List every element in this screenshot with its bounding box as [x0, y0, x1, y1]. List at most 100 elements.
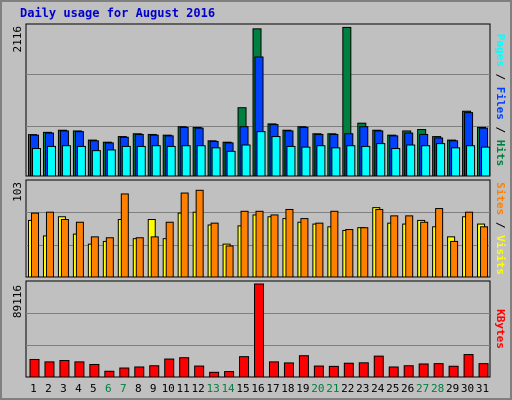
pages-bar	[376, 143, 386, 177]
kbytes-bar	[254, 283, 265, 378]
kbytes-bar	[119, 367, 130, 378]
right-axis-label-part: Visits	[494, 229, 507, 275]
sites-bar	[405, 215, 414, 278]
x-tick-label: 17	[266, 382, 279, 395]
sites-bar	[120, 193, 129, 278]
kbytes-bar	[268, 361, 279, 378]
sites-bar	[60, 219, 69, 278]
sites-bar	[315, 222, 324, 278]
x-tick-label: 22	[341, 382, 354, 395]
x-tick-label: 4	[75, 382, 82, 395]
pages-bar	[136, 145, 146, 177]
kbytes-bar	[179, 357, 190, 378]
kbytes-bar	[74, 361, 85, 378]
x-tick-label: 30	[461, 382, 474, 395]
pages-bar	[151, 145, 161, 177]
sites-bar	[480, 226, 489, 278]
sites-bar	[90, 236, 99, 278]
sites-bar	[360, 227, 369, 278]
kbytes-bar	[403, 365, 414, 378]
pages-bar	[226, 150, 236, 177]
pages-bar	[271, 136, 281, 177]
kbytes-bar	[283, 362, 294, 378]
x-tick-label: 31	[476, 382, 489, 395]
x-tick-label: 26	[401, 382, 414, 395]
pages-bar	[106, 149, 116, 177]
sites-bar	[285, 208, 294, 278]
kbytes-bar	[44, 361, 55, 378]
x-tick-label: 9	[150, 382, 157, 395]
sites-bar	[75, 221, 84, 278]
sites-bar	[135, 237, 144, 278]
right-axis-label-part: KBytes	[494, 309, 507, 349]
kbytes-bar	[478, 363, 489, 378]
pages-bar	[301, 146, 311, 177]
x-tick-label: 15	[236, 382, 249, 395]
sites-bar	[465, 211, 474, 278]
pages-bar	[61, 145, 71, 177]
x-tick-label: 12	[192, 382, 205, 395]
x-tick-label: 29	[446, 382, 459, 395]
pages-bar	[406, 144, 416, 177]
kbytes-bar	[134, 366, 145, 378]
x-tick-label: 18	[281, 382, 294, 395]
x-tick-label: 6	[105, 382, 112, 395]
x-tick-label: 27	[416, 382, 429, 395]
sites-bar	[180, 192, 189, 278]
kbytes-bar	[313, 365, 324, 378]
pages-bar	[196, 145, 206, 177]
pages-bar	[166, 145, 176, 177]
pages-bar	[361, 145, 371, 177]
kbytes-bar	[298, 355, 309, 378]
kbytes-bar	[59, 360, 70, 378]
right-axis-label-part: Hits	[494, 133, 507, 166]
x-tick-label: 7	[120, 382, 127, 395]
kbytes-bar	[448, 365, 459, 378]
kbytes-bar	[418, 363, 429, 378]
kbytes-bar	[358, 362, 369, 378]
sites-bar	[45, 211, 54, 278]
pages-bar	[391, 148, 401, 177]
x-tick-label: 28	[431, 382, 444, 395]
chart-title: Daily usage for August 2016	[20, 6, 216, 20]
pages-bar	[331, 147, 341, 177]
x-tick-label: 2	[45, 382, 52, 395]
x-tick-label: 24	[371, 382, 385, 395]
pages-bar	[121, 145, 131, 177]
pages-bar	[451, 147, 461, 177]
x-tick-label: 13	[206, 382, 219, 395]
x-tick-label: 21	[326, 382, 339, 395]
pages-bar	[436, 143, 446, 177]
kbytes-bar	[328, 365, 339, 378]
sites-bar	[330, 210, 339, 278]
right-axis-label-part: /	[494, 67, 507, 81]
x-tick-label: 5	[90, 382, 97, 395]
kbytes-bar	[209, 371, 220, 378]
pages-bar	[181, 145, 191, 177]
kbytes-bar	[433, 363, 444, 378]
pages-bar	[466, 145, 476, 177]
sites-bar	[450, 240, 459, 278]
sites-bar	[150, 236, 159, 278]
right-axis-label-part: /	[494, 120, 507, 134]
pages-bar	[256, 131, 266, 177]
sites-bar	[435, 208, 444, 278]
right-axis-label: KBytes	[494, 309, 507, 349]
right-axis-label-part: Pages	[494, 34, 507, 67]
y-max-label: 2116	[11, 26, 24, 53]
sites-bar	[195, 189, 204, 278]
sites-bar	[375, 208, 384, 278]
sites-bar	[210, 222, 219, 278]
x-tick-label: 14	[221, 382, 235, 395]
sites-bar	[420, 221, 429, 278]
pages-bar	[211, 147, 221, 177]
sites-bar	[31, 212, 39, 278]
kbytes-bar	[164, 358, 175, 378]
x-tick-label: 8	[135, 382, 142, 395]
sites-bar	[390, 215, 399, 278]
x-tick-label: 11	[177, 382, 190, 395]
right-axis-label-part: Sites	[494, 182, 507, 215]
sites-bar	[225, 245, 234, 278]
sites-bar	[240, 210, 249, 278]
right-axis-label-part: /	[494, 215, 507, 229]
